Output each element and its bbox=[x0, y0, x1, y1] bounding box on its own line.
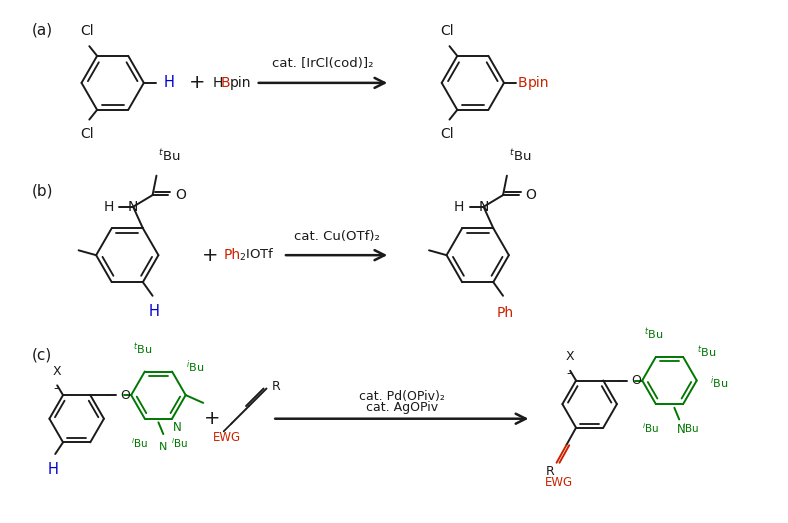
Text: +: + bbox=[202, 246, 218, 265]
Text: $^t$Bu: $^t$Bu bbox=[645, 327, 663, 342]
Text: X: X bbox=[566, 350, 574, 363]
Text: N: N bbox=[677, 423, 686, 436]
Text: $^i$Bu: $^i$Bu bbox=[171, 436, 188, 450]
Text: Cl: Cl bbox=[80, 128, 95, 141]
Text: O: O bbox=[526, 188, 537, 202]
Text: R: R bbox=[546, 465, 555, 477]
Text: O: O bbox=[175, 188, 186, 202]
Text: EWG: EWG bbox=[213, 431, 240, 445]
Text: $^t$Bu: $^t$Bu bbox=[133, 342, 152, 357]
Text: –: – bbox=[54, 382, 60, 395]
Text: cat. Cu(OTf)₂: cat. Cu(OTf)₂ bbox=[294, 230, 380, 243]
Text: EWG: EWG bbox=[545, 476, 573, 490]
Text: $^t$Bu: $^t$Bu bbox=[509, 149, 531, 164]
Text: Cl: Cl bbox=[80, 25, 95, 38]
Text: +: + bbox=[204, 409, 220, 428]
Text: (b): (b) bbox=[32, 183, 54, 198]
Text: H: H bbox=[48, 462, 59, 477]
Text: (a): (a) bbox=[32, 22, 53, 38]
Text: $^i$Bu: $^i$Bu bbox=[710, 374, 729, 391]
Text: Ph: Ph bbox=[224, 248, 241, 262]
Text: B: B bbox=[518, 76, 527, 90]
Text: $^i$Bu: $^i$Bu bbox=[642, 422, 660, 436]
Text: $^i$Bu: $^i$Bu bbox=[132, 436, 148, 450]
Text: N: N bbox=[159, 442, 168, 452]
Text: H: H bbox=[163, 75, 174, 90]
Text: (c): (c) bbox=[32, 348, 52, 362]
Text: pin: pin bbox=[229, 76, 251, 90]
Text: cat. Pd(OPiv)₂: cat. Pd(OPiv)₂ bbox=[359, 390, 444, 403]
Text: B: B bbox=[221, 76, 230, 90]
Text: H: H bbox=[103, 200, 113, 214]
Text: O: O bbox=[121, 389, 130, 402]
Text: cat. AgOPiv: cat. AgOPiv bbox=[366, 401, 438, 414]
Text: H: H bbox=[213, 76, 223, 90]
Text: H: H bbox=[149, 303, 160, 319]
Text: $^i$Bu: $^i$Bu bbox=[682, 422, 700, 436]
Text: pin: pin bbox=[527, 76, 549, 90]
Text: Cl: Cl bbox=[440, 128, 455, 141]
Text: Ph: Ph bbox=[496, 305, 514, 320]
Text: $^t$Bu: $^t$Bu bbox=[697, 344, 716, 360]
Text: +: + bbox=[189, 73, 206, 93]
Text: N: N bbox=[173, 420, 182, 434]
Text: N: N bbox=[478, 200, 489, 214]
Text: X: X bbox=[53, 365, 61, 378]
Text: $^t$Bu: $^t$Bu bbox=[158, 149, 181, 164]
Text: Cl: Cl bbox=[440, 25, 455, 38]
Text: $^i$Bu: $^i$Bu bbox=[186, 358, 204, 375]
Text: –: – bbox=[567, 367, 573, 380]
Text: O: O bbox=[631, 374, 641, 387]
Text: R: R bbox=[271, 380, 280, 393]
Text: H: H bbox=[454, 200, 464, 214]
Text: cat. [IrCl(cod)]₂: cat. [IrCl(cod)]₂ bbox=[272, 57, 374, 70]
Text: N: N bbox=[128, 200, 139, 214]
Text: $_2$IOTf: $_2$IOTf bbox=[240, 247, 275, 263]
